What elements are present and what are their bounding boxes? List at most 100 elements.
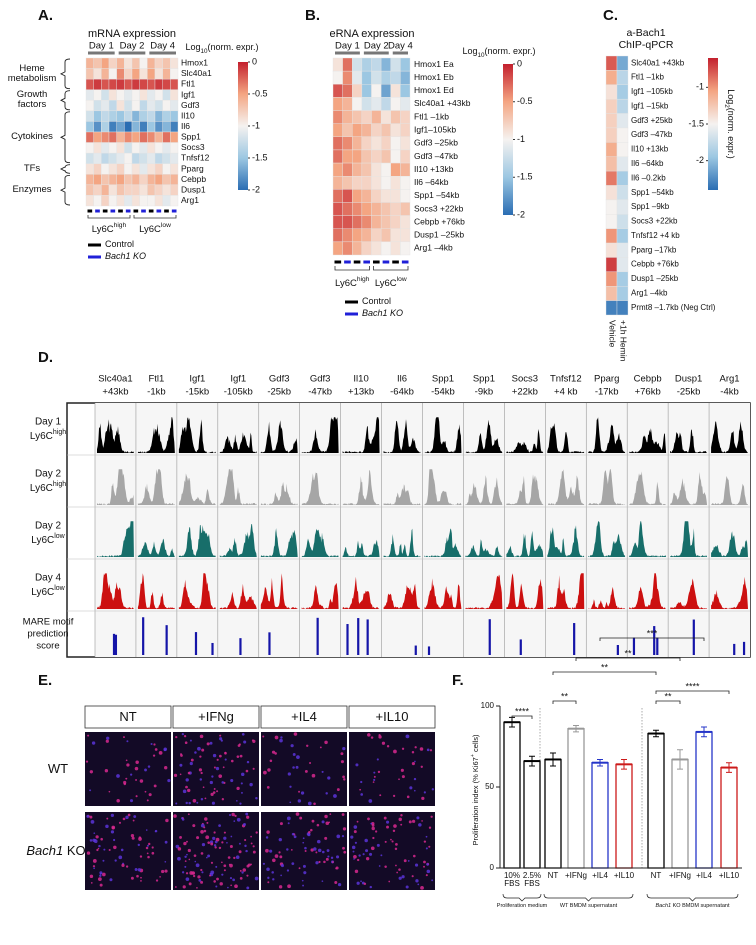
heatmap-cell: [361, 84, 372, 98]
heatmap-cell: [162, 78, 171, 90]
motif-bar: [211, 642, 214, 655]
cell-nucleus: [96, 848, 99, 852]
x-tick-label: NT: [650, 871, 662, 880]
cell-nucleus: [411, 750, 415, 754]
cell-nucleus: [301, 879, 304, 882]
cell-nucleus: [194, 751, 197, 754]
heatmap-cell: [390, 228, 401, 243]
cell-nucleus: [370, 846, 375, 851]
cell-nucleus: [131, 836, 135, 840]
group-bracket: [59, 111, 71, 164]
heatmap-cell: [361, 189, 372, 203]
cell-nucleus: [408, 820, 412, 824]
cell-nucleus: [146, 799, 149, 802]
colorbar-title-part: Log: [185, 42, 200, 52]
legend-label-part: Bach1 KO: [362, 308, 403, 318]
cell-nucleus: [154, 748, 158, 751]
row-label: Il10: [181, 110, 195, 120]
bar: [503, 721, 521, 869]
cell-nucleus: [418, 823, 422, 827]
heatmap-cell: [605, 142, 618, 157]
heatmap-cell: [616, 271, 629, 287]
cell-nucleus: [192, 872, 195, 875]
row-label: Pparg –17kb: [631, 245, 677, 254]
heatmap-cell: [605, 214, 618, 229]
heatmap-cell: [93, 195, 102, 207]
cell-nucleus: [426, 863, 429, 866]
heatmap-cell: [361, 123, 372, 137]
bar: [544, 758, 562, 869]
celltype-bracket: [133, 215, 177, 219]
coverage-track: [383, 484, 421, 505]
heatmap-cell: [380, 149, 391, 164]
cell-nucleus: [279, 855, 283, 859]
cell-nucleus: [398, 876, 402, 880]
significance-bracket: [552, 671, 657, 675]
cell-nucleus: [239, 802, 242, 805]
cell-nucleus: [222, 766, 225, 769]
cell-nucleus: [398, 817, 402, 822]
heatmap-cell: [390, 189, 401, 203]
cell-nucleus: [263, 770, 267, 775]
heatmap-cell: [108, 184, 117, 196]
cell-nucleus: [210, 842, 214, 846]
heatmap-cell: [154, 152, 163, 164]
cell-nucleus: [406, 795, 410, 799]
cell-nucleus: [290, 744, 294, 748]
heatmap-cell: [124, 68, 133, 80]
row-label: Slc40a1: [181, 68, 212, 78]
heatmap-cell: [170, 78, 179, 90]
heatmap-cell: [101, 184, 110, 196]
heatmap-cell: [154, 131, 163, 143]
coverage-track: [383, 583, 421, 609]
heatmap-cell: [380, 228, 391, 243]
cell-nucleus: [187, 813, 190, 816]
heatmap-cell: [124, 184, 133, 196]
row-label: Slc40a1 +43kb: [631, 58, 685, 67]
heatmap-cell: [342, 162, 353, 177]
heatmap-cell: [162, 184, 171, 196]
micrograph: [349, 732, 435, 806]
heatmap-cell: [154, 78, 163, 90]
heatmap-cell: [380, 84, 391, 98]
cell-nucleus: [137, 843, 140, 847]
colorbar-title-part: Log: [462, 46, 477, 56]
cell-nucleus: [327, 776, 331, 780]
cell-nucleus: [249, 782, 253, 787]
group-label-part: Bach1: [656, 903, 672, 909]
cell-nucleus: [351, 845, 356, 850]
x-tick-label: NT: [547, 871, 559, 880]
celltype-bracket: [373, 266, 409, 271]
heatmap-cell: [352, 136, 363, 151]
cell-nucleus: [187, 848, 191, 853]
cell-nucleus: [278, 837, 282, 842]
heatmap-cell: [162, 163, 171, 175]
motif-bar: [692, 619, 695, 655]
coverage-track: [97, 573, 134, 609]
cell-nucleus: [274, 735, 279, 740]
heatmap-cell: [139, 57, 148, 69]
cell-nucleus: [306, 744, 309, 747]
cell-nucleus: [240, 782, 243, 785]
heatmap-cell: [139, 89, 148, 101]
cell-nucleus: [203, 826, 206, 829]
coverage-track: [260, 420, 298, 453]
group-label-part: WT BMDM supernatant: [560, 903, 618, 909]
cell-nucleus: [269, 849, 273, 853]
cell-nucleus: [279, 822, 283, 826]
cell-nucleus: [219, 737, 223, 741]
cell-nucleus: [177, 847, 182, 851]
cell-nucleus: [373, 778, 376, 781]
cell-nucleus: [105, 824, 109, 829]
cell-nucleus: [186, 840, 188, 843]
heatmap-cell: [147, 174, 156, 186]
cell-nucleus: [188, 858, 191, 861]
heatmap-cell: [352, 202, 363, 216]
track-cell-part: Ly6C: [30, 431, 53, 442]
heatmap-cell: [170, 184, 179, 196]
cell-nucleus: [423, 840, 427, 843]
condition-label: +IL10: [376, 709, 409, 724]
cell-nucleus: [86, 814, 90, 818]
cell-nucleus: [250, 842, 253, 845]
coverage-track: [219, 432, 257, 453]
